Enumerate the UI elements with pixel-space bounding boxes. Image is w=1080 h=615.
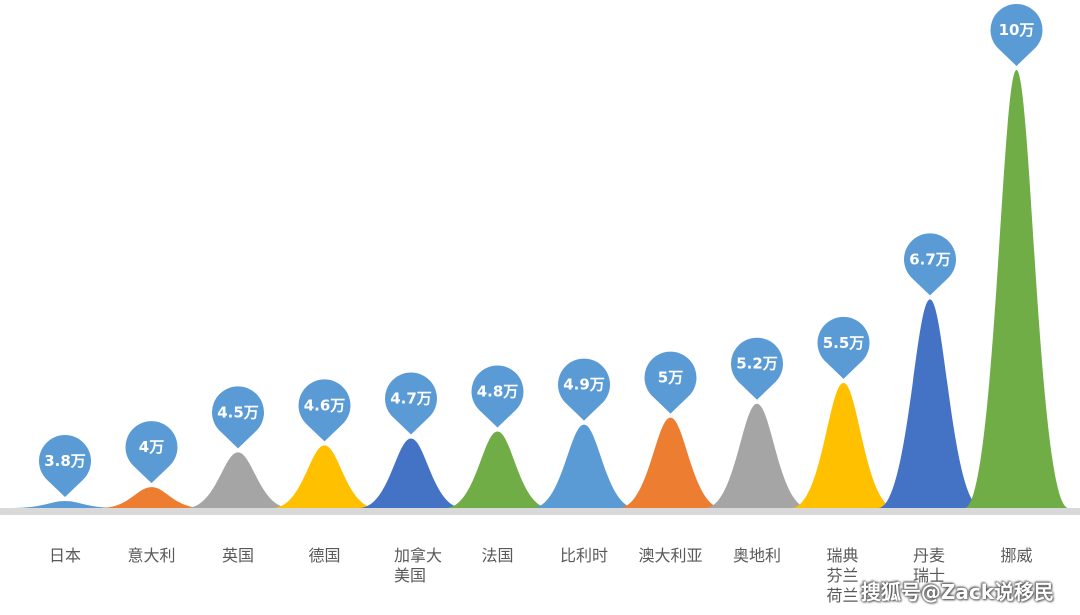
peak-11 — [964, 70, 1069, 508]
marker-2 — [212, 386, 265, 449]
value-label-5: 4.8万 — [477, 383, 519, 401]
value-label-3: 4.6万 — [304, 396, 346, 414]
peak-8 — [705, 403, 809, 508]
category-label-7: 澳大利亚 — [638, 546, 702, 565]
value-label-11: 10万 — [999, 21, 1035, 39]
peak-1 — [99, 487, 204, 508]
value-label-9: 5.5万 — [823, 334, 865, 352]
value-label-7: 5万 — [658, 369, 683, 387]
marker-11 — [990, 4, 1043, 66]
marker-5 — [471, 365, 524, 428]
category-label-11: 挪威 — [1000, 546, 1032, 565]
marker-7 — [644, 351, 697, 414]
marker-4 — [385, 372, 438, 435]
marker-3 — [298, 379, 351, 442]
category-label-8: 奥地利 — [733, 546, 781, 565]
peak-6 — [532, 424, 636, 508]
peak-9 — [791, 382, 896, 508]
category-label-9: 瑞典芬兰荷兰 — [827, 546, 859, 605]
baseline — [0, 508, 1080, 515]
peak-5 — [445, 431, 550, 508]
marker-9 — [817, 316, 870, 379]
peak-0 — [13, 501, 117, 508]
peak-10 — [878, 299, 982, 508]
marker-6 — [558, 358, 611, 421]
category-label-10: 丹麦瑞士 — [913, 546, 945, 585]
category-label-2: 英国 — [222, 546, 254, 565]
value-label-2: 4.5万 — [217, 403, 259, 421]
peak-2 — [186, 452, 290, 508]
value-label-6: 4.9万 — [563, 376, 605, 394]
category-label-1: 意大利 — [127, 546, 175, 565]
category-label-5: 法国 — [481, 546, 513, 565]
value-label-10: 6.7万 — [909, 250, 951, 268]
value-label-1: 4万 — [139, 438, 164, 456]
peak-4 — [359, 438, 463, 508]
marker-10 — [904, 233, 957, 296]
value-label-4: 4.7万 — [390, 389, 432, 407]
category-label-4: 加拿大美国 — [394, 546, 442, 585]
peak-7 — [618, 417, 723, 508]
watermark: 搜狐号@Zack说移民 — [860, 580, 1054, 604]
marker-1 — [125, 421, 178, 484]
category-label-3: 德国 — [308, 546, 340, 565]
value-label-8: 5.2万 — [736, 355, 778, 373]
marker-8 — [731, 337, 784, 400]
category-label-0: 日本 — [49, 546, 81, 565]
peak-3 — [272, 445, 377, 508]
value-label-0: 3.8万 — [44, 452, 86, 470]
marker-0 — [39, 435, 92, 498]
category-label-6: 比利时 — [560, 546, 608, 565]
